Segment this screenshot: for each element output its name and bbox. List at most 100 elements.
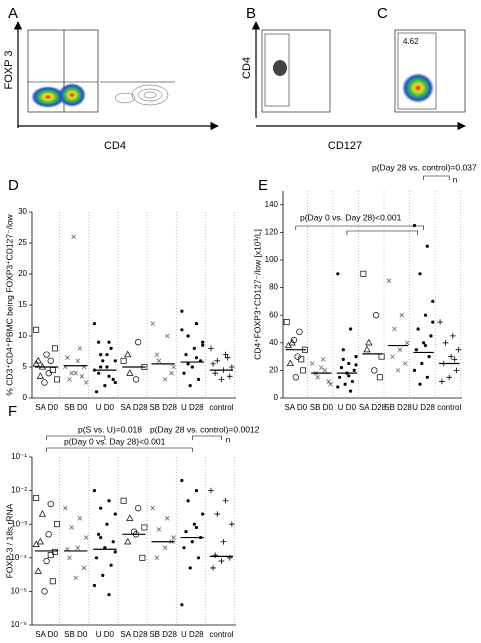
data-point bbox=[427, 355, 431, 359]
panel-letter: C bbox=[377, 5, 388, 22]
data-point bbox=[180, 478, 184, 483]
data-point bbox=[51, 345, 58, 352]
data-point bbox=[171, 364, 176, 370]
data-point bbox=[126, 514, 134, 521]
plot-frame bbox=[394, 29, 466, 113]
data-point bbox=[109, 563, 113, 567]
data-point bbox=[103, 546, 107, 550]
y-tick-label: 20 bbox=[18, 269, 27, 278]
y-tick-label: 10⁻² bbox=[11, 486, 27, 495]
y-tick-label: 60 bbox=[269, 310, 278, 319]
data-point bbox=[288, 338, 296, 346]
data-point bbox=[92, 322, 97, 326]
data-point bbox=[154, 352, 160, 357]
data-point bbox=[439, 378, 445, 385]
data-point bbox=[182, 371, 186, 375]
data-point bbox=[135, 339, 142, 346]
data-point bbox=[425, 375, 429, 379]
data-point bbox=[210, 361, 216, 367]
data-point bbox=[453, 367, 460, 374]
data-point bbox=[423, 343, 428, 348]
data-point bbox=[63, 505, 68, 511]
x-tick-label: SB D28 bbox=[149, 403, 177, 412]
data-point bbox=[94, 390, 99, 394]
data-point bbox=[113, 550, 117, 554]
data-point bbox=[45, 531, 52, 538]
x-tick-label: SB D28 bbox=[384, 403, 412, 412]
data-point bbox=[363, 345, 371, 353]
data-point bbox=[47, 552, 54, 559]
data-point bbox=[97, 532, 101, 536]
y-tick-label: 20 bbox=[269, 366, 278, 375]
data-point bbox=[455, 346, 462, 353]
data-point bbox=[188, 384, 192, 388]
axis-label: CD4 bbox=[241, 57, 253, 79]
data-point bbox=[180, 328, 184, 332]
data-point bbox=[165, 516, 170, 521]
data-point bbox=[412, 223, 417, 228]
density bbox=[402, 73, 434, 103]
data-point bbox=[224, 354, 231, 361]
data-point bbox=[120, 497, 127, 504]
bracket bbox=[191, 435, 222, 440]
data-point bbox=[403, 361, 408, 366]
data-point bbox=[196, 556, 201, 560]
data-point bbox=[390, 354, 395, 359]
data-point bbox=[429, 334, 433, 338]
data-point bbox=[182, 546, 186, 550]
data-point bbox=[190, 540, 194, 544]
data-point bbox=[165, 333, 170, 339]
data-point bbox=[201, 343, 205, 347]
data-point bbox=[339, 366, 344, 370]
data-point bbox=[371, 367, 378, 374]
data-point bbox=[326, 379, 331, 384]
data-point bbox=[347, 374, 351, 378]
annotation: p(Day 0 vs. Day 28)<0.001 bbox=[300, 212, 402, 222]
data-point bbox=[416, 327, 420, 331]
data-point bbox=[194, 356, 199, 360]
data-point bbox=[437, 319, 443, 325]
data-point bbox=[67, 377, 72, 382]
panel-letter: F bbox=[8, 403, 17, 420]
density bbox=[31, 86, 65, 108]
data-point bbox=[113, 380, 117, 385]
y-tick-label: 0 bbox=[274, 393, 279, 402]
data-point bbox=[51, 548, 58, 555]
data-point bbox=[105, 353, 109, 357]
data-point bbox=[34, 567, 42, 574]
data-point bbox=[404, 340, 410, 346]
data-point bbox=[431, 299, 435, 303]
data-point bbox=[54, 376, 60, 383]
data-point bbox=[38, 510, 47, 517]
bracket bbox=[46, 447, 193, 452]
data-point bbox=[109, 346, 113, 350]
data-point bbox=[348, 389, 353, 393]
data-point bbox=[399, 312, 405, 318]
data-point bbox=[184, 530, 188, 534]
x-tick-label: SB D0 bbox=[64, 630, 88, 639]
data-point bbox=[226, 373, 233, 380]
y-tick-label: 140 bbox=[265, 200, 279, 209]
y-tick-label: 10⁻⁶ bbox=[11, 620, 27, 629]
data-point bbox=[113, 512, 117, 516]
data-point bbox=[284, 341, 293, 349]
data-point bbox=[71, 234, 76, 240]
data-point bbox=[111, 540, 115, 544]
data-point bbox=[319, 365, 324, 370]
panel-letter: D bbox=[8, 177, 19, 194]
data-point bbox=[43, 557, 50, 565]
data-point bbox=[229, 364, 235, 370]
data-point bbox=[99, 535, 103, 540]
x-tick-label: SA D28 bbox=[120, 403, 148, 412]
data-point bbox=[120, 357, 127, 364]
y-tick-label: 0 bbox=[23, 393, 28, 402]
data-point bbox=[154, 555, 160, 561]
data-point bbox=[348, 327, 353, 331]
data-point bbox=[322, 368, 328, 373]
x-tick-label: U D28 bbox=[181, 403, 204, 412]
data-point bbox=[67, 555, 72, 561]
data-point bbox=[99, 365, 103, 369]
data-point bbox=[283, 319, 290, 326]
data-point bbox=[77, 346, 83, 351]
data-point bbox=[315, 375, 320, 380]
